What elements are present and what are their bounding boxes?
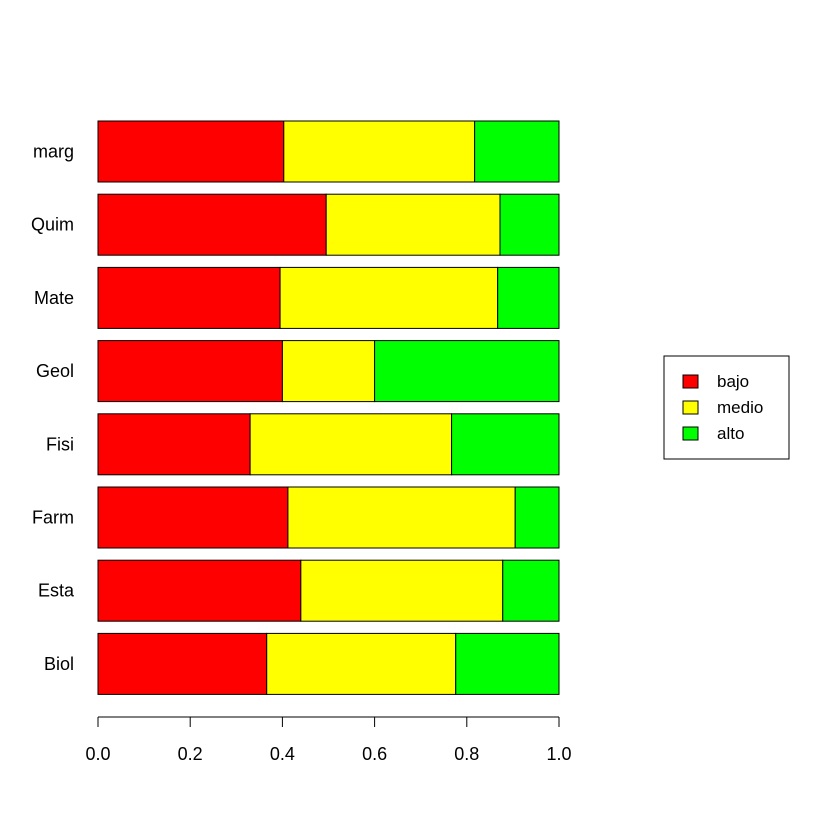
category-label: Quim [31, 215, 74, 235]
bar-segment-quim-bajo [97, 193, 327, 256]
bar-segment-biol-medio [266, 632, 457, 695]
bar-segment-marg-bajo [97, 120, 285, 183]
bar-segment-esta-bajo [97, 559, 302, 622]
bar-segment-fisi-medio [249, 413, 453, 476]
legend-box [663, 355, 790, 460]
bar-segment-quim-alto [499, 193, 560, 256]
bar-segment-geol-medio [281, 340, 376, 403]
legend-swatch-medio [682, 400, 699, 415]
bar-segment-biol-bajo [97, 632, 268, 695]
x-tick-label: 1.0 [546, 744, 571, 764]
bar-segment-farm-bajo [97, 486, 289, 549]
bar-segment-mate-bajo [97, 266, 281, 329]
bar-segment-biol-alto [455, 632, 560, 695]
bar-segment-fisi-bajo [97, 413, 251, 476]
legend-label-medio: medio [717, 398, 763, 417]
bar-segment-geol-alto [374, 340, 560, 403]
bar-segment-geol-bajo [97, 340, 283, 403]
bar-segment-quim-medio [325, 193, 501, 256]
bar-segment-esta-alto [502, 559, 560, 622]
x-tick-label: 0.0 [85, 744, 110, 764]
category-label: Geol [36, 361, 74, 381]
bar-segment-farm-alto [514, 486, 560, 549]
x-tick-label: 0.4 [270, 744, 295, 764]
legend-label-alto: alto [717, 424, 744, 443]
category-label: marg [33, 142, 74, 162]
x-axis: 0.0 0.2 0.4 0.6 0.8 1.0 [85, 716, 572, 764]
legend-swatch-bajo [682, 374, 699, 389]
bar-segment-mate-medio [279, 266, 499, 329]
bar-segment-esta-medio [300, 559, 504, 622]
category-label: Biol [44, 654, 74, 674]
category-labels: Biol Esta Farm Fisi Geol Mate Quim marg [31, 142, 75, 674]
legend: bajo medio alto [663, 355, 790, 460]
category-label: Farm [32, 508, 74, 528]
bar-segment-fisi-alto [451, 413, 560, 476]
category-label: Esta [38, 581, 75, 601]
category-label: Fisi [46, 434, 74, 454]
x-tick-label: 0.2 [178, 744, 203, 764]
category-label: Mate [34, 288, 74, 308]
x-tick-label: 0.6 [362, 744, 387, 764]
x-tick-label: 0.8 [454, 744, 479, 764]
bar-segment-marg-medio [283, 120, 476, 183]
bar-segment-marg-alto [474, 120, 560, 183]
bars-group [97, 120, 560, 695]
bar-segment-farm-medio [287, 486, 516, 549]
legend-swatch-alto [682, 426, 699, 441]
legend-label-bajo: bajo [717, 372, 749, 391]
bar-segment-mate-alto [497, 266, 560, 329]
